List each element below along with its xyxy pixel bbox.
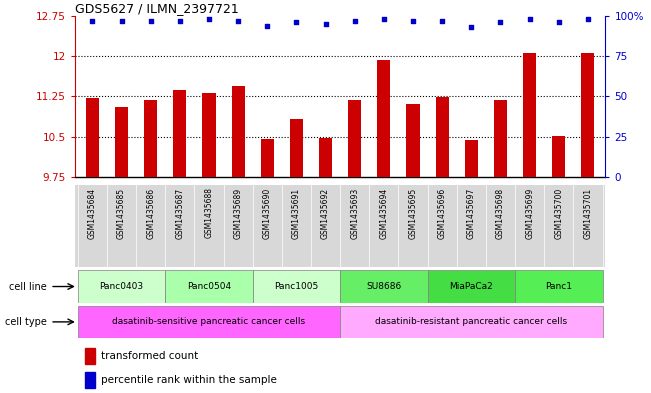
- Point: [437, 18, 447, 24]
- Bar: [348, 99, 361, 177]
- Bar: [85, 372, 95, 388]
- Text: dasatinib-sensitive pancreatic cancer cells: dasatinib-sensitive pancreatic cancer ce…: [113, 318, 305, 327]
- Text: GSM1435692: GSM1435692: [321, 187, 330, 239]
- Text: GDS5627 / ILMN_2397721: GDS5627 / ILMN_2397721: [75, 2, 239, 15]
- Bar: [253, 270, 340, 303]
- Text: GSM1435688: GSM1435688: [204, 187, 214, 239]
- Bar: [290, 119, 303, 177]
- Bar: [77, 270, 165, 303]
- Text: Panc0504: Panc0504: [187, 282, 231, 291]
- Point: [320, 21, 331, 27]
- Point: [466, 24, 477, 30]
- Text: GSM1435691: GSM1435691: [292, 187, 301, 239]
- Bar: [115, 107, 128, 177]
- Point: [291, 19, 301, 26]
- Text: Panc1: Panc1: [546, 282, 572, 291]
- Bar: [85, 348, 95, 364]
- Bar: [581, 53, 594, 177]
- Text: GSM1435690: GSM1435690: [263, 187, 271, 239]
- Bar: [319, 138, 332, 177]
- Bar: [144, 100, 158, 177]
- Text: cell type: cell type: [5, 317, 47, 327]
- Bar: [465, 140, 478, 177]
- Text: GSM1435687: GSM1435687: [175, 187, 184, 239]
- Bar: [260, 139, 274, 177]
- Bar: [494, 100, 507, 177]
- Bar: [378, 60, 391, 177]
- Text: GSM1435697: GSM1435697: [467, 187, 476, 239]
- Point: [262, 22, 273, 29]
- Point: [233, 18, 243, 24]
- Bar: [86, 98, 99, 177]
- Point: [408, 18, 418, 24]
- Text: transformed count: transformed count: [102, 351, 199, 361]
- Bar: [523, 53, 536, 177]
- Text: GSM1435696: GSM1435696: [437, 187, 447, 239]
- Text: Panc0403: Panc0403: [100, 282, 144, 291]
- Text: GSM1435698: GSM1435698: [496, 187, 505, 239]
- Text: GSM1435700: GSM1435700: [554, 187, 563, 239]
- Text: GSM1435701: GSM1435701: [583, 187, 592, 239]
- Bar: [202, 93, 215, 177]
- Point: [117, 18, 127, 24]
- Text: GSM1435685: GSM1435685: [117, 187, 126, 239]
- Text: GSM1435689: GSM1435689: [234, 187, 243, 239]
- Point: [583, 16, 593, 22]
- Text: GSM1435684: GSM1435684: [88, 187, 97, 239]
- Text: GSM1435693: GSM1435693: [350, 187, 359, 239]
- Text: cell line: cell line: [9, 281, 47, 292]
- Point: [145, 18, 156, 24]
- Point: [553, 19, 564, 26]
- Text: Panc1005: Panc1005: [274, 282, 318, 291]
- Bar: [436, 97, 449, 177]
- Text: percentile rank within the sample: percentile rank within the sample: [102, 375, 277, 385]
- Bar: [173, 90, 186, 177]
- Text: GSM1435694: GSM1435694: [380, 187, 389, 239]
- Bar: [77, 306, 340, 338]
- Point: [379, 16, 389, 22]
- Bar: [406, 105, 420, 177]
- Bar: [428, 270, 515, 303]
- Point: [204, 16, 214, 22]
- Point: [350, 18, 360, 24]
- Bar: [165, 270, 253, 303]
- Text: GSM1435686: GSM1435686: [146, 187, 155, 239]
- Bar: [552, 136, 565, 177]
- Bar: [515, 270, 603, 303]
- Text: GSM1435695: GSM1435695: [409, 187, 417, 239]
- Point: [525, 16, 535, 22]
- Text: MiaPaCa2: MiaPaCa2: [449, 282, 493, 291]
- Bar: [340, 270, 428, 303]
- Text: SU8686: SU8686: [367, 282, 402, 291]
- Bar: [340, 306, 603, 338]
- Point: [495, 19, 506, 26]
- Text: GSM1435699: GSM1435699: [525, 187, 534, 239]
- Bar: [232, 86, 245, 177]
- Point: [174, 18, 185, 24]
- Text: dasatinib-resistant pancreatic cancer cells: dasatinib-resistant pancreatic cancer ce…: [375, 318, 568, 327]
- Point: [87, 18, 98, 24]
